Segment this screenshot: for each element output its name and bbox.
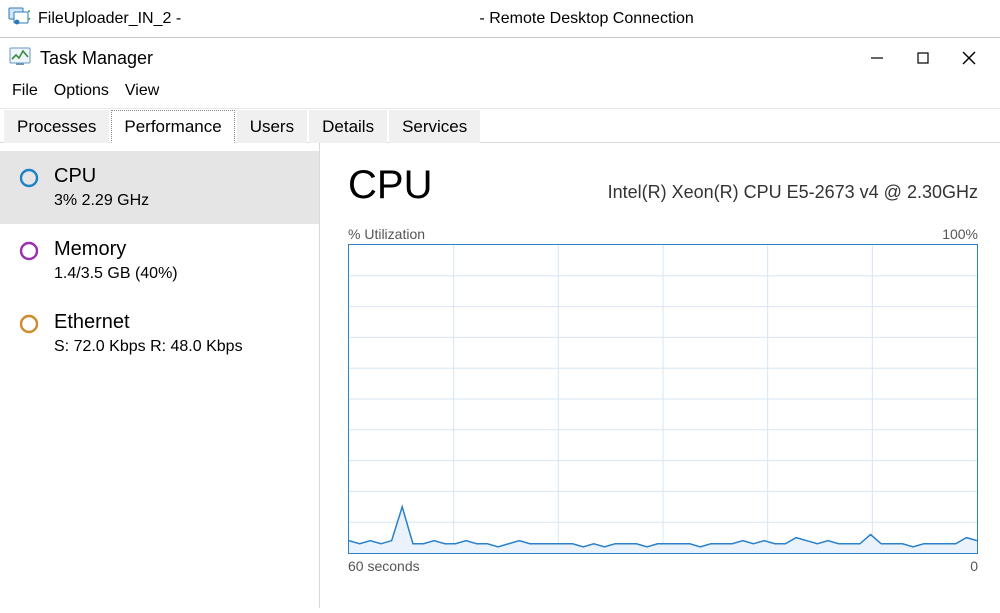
chart-x-right: 0 <box>970 558 978 574</box>
rdc-icon <box>8 5 30 32</box>
cpu-utilization-chart <box>348 244 978 554</box>
sidebar-item-sub: 1.4/3.5 GB (40%) <box>54 265 178 283</box>
chart-labels-top: % Utilization 100% <box>348 226 978 242</box>
close-button[interactable] <box>946 38 992 78</box>
maximize-button[interactable] <box>900 38 946 78</box>
chart-y-label: % Utilization <box>348 226 425 242</box>
tab-strip: ProcessesPerformanceUsersDetailsServices <box>0 109 1000 143</box>
minimize-button[interactable] <box>854 38 900 78</box>
rdc-title-left: FileUploader_IN_2 - <box>38 10 181 28</box>
tab-services[interactable]: Services <box>389 110 480 143</box>
menu-options[interactable]: Options <box>46 80 117 102</box>
tab-processes[interactable]: Processes <box>4 110 109 143</box>
rdc-title-center: - Remote Desktop Connection <box>181 10 992 28</box>
tab-performance[interactable]: Performance <box>111 110 234 143</box>
rdc-titlebar: FileUploader_IN_2 - - Remote Desktop Con… <box>0 0 1000 38</box>
content-area: CPU 3% 2.29 GHz Memory 1.4/3.5 GB (40%) Ethe… <box>0 143 1000 608</box>
main-header: CPU Intel(R) Xeon(R) CPU E5-2673 v4 @ 2.… <box>348 163 978 208</box>
menubar: File Options View <box>0 78 1000 109</box>
tab-users[interactable]: Users <box>237 110 307 143</box>
sidebar-item-cpu[interactable]: CPU 3% 2.29 GHz <box>0 151 319 224</box>
sidebar-item-title: CPU <box>54 165 149 188</box>
chart-y-max: 100% <box>942 226 978 242</box>
sidebar-item-memory[interactable]: Memory 1.4/3.5 GB (40%) <box>0 224 319 297</box>
sidebar-item-ethernet[interactable]: Ethernet S: 72.0 Kbps R: 48.0 Kbps <box>0 297 319 370</box>
tab-details[interactable]: Details <box>309 110 387 143</box>
ethernet-icon <box>18 313 40 335</box>
sidebar-item-sub: 3% 2.29 GHz <box>54 192 149 210</box>
menu-file[interactable]: File <box>4 80 46 102</box>
chart-x-left: 60 seconds <box>348 558 420 574</box>
chart-labels-bottom: 60 seconds 0 <box>348 558 978 574</box>
main-title: CPU <box>348 163 432 208</box>
sidebar-item-title: Ethernet <box>54 311 243 334</box>
performance-main: CPU Intel(R) Xeon(R) CPU E5-2673 v4 @ 2.… <box>320 143 1000 608</box>
sidebar-item-title: Memory <box>54 238 178 261</box>
memory-icon <box>18 240 40 262</box>
window-controls <box>854 38 992 78</box>
taskmgr-title: Task Manager <box>40 48 854 69</box>
sidebar-item-sub: S: 72.0 Kbps R: 48.0 Kbps <box>54 338 243 356</box>
main-subtitle: Intel(R) Xeon(R) CPU E5-2673 v4 @ 2.30GH… <box>608 182 978 203</box>
taskmgr-icon <box>8 45 32 72</box>
performance-sidebar: CPU 3% 2.29 GHz Memory 1.4/3.5 GB (40%) Ethe… <box>0 143 320 608</box>
cpu-icon <box>18 167 40 189</box>
taskmgr-titlebar: Task Manager <box>0 38 1000 78</box>
menu-view[interactable]: View <box>117 80 167 102</box>
